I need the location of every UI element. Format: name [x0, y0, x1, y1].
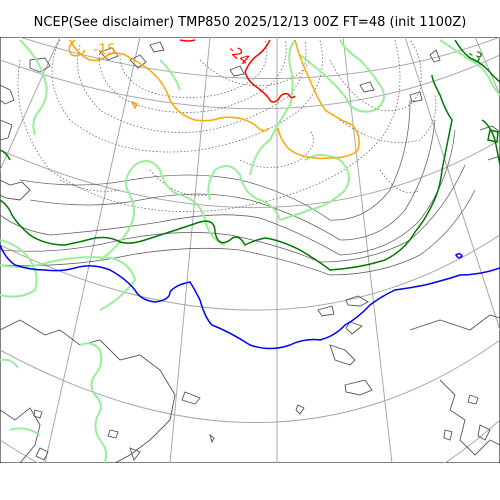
isotherm-minor-solid	[0, 99, 476, 276]
meridian-line	[169, 37, 211, 463]
parallel-line	[0, 234, 500, 311]
meridian-line	[44, 37, 141, 463]
meridian-line	[474, 37, 500, 96]
isotherm-minor-dotted	[17, 39, 437, 213]
parallel-line	[0, 139, 500, 208]
graticule	[0, 37, 500, 463]
isotherm-minus6	[0, 39, 500, 271]
meridian-line	[0, 37, 61, 171]
isotherm-cold-green	[0, 39, 500, 463]
contour-label-minus3: -3	[465, 46, 485, 67]
map-title: NCEP(See disclaimer) TMP850 2025/12/13 0…	[33, 15, 467, 30]
temperature-map: -15 -24 -3	[0, 37, 500, 463]
parallel-line	[0, 339, 500, 423]
isotherm-zero	[0, 244, 500, 350]
meridian-line	[342, 37, 393, 463]
isotherm-orange	[68, 39, 360, 160]
map-frame	[0, 37, 500, 463]
parallel-line	[0, 54, 500, 110]
contour-label-minus15: -15	[93, 42, 116, 58]
isotherm-red	[179, 39, 296, 103]
coastline	[0, 41, 500, 463]
